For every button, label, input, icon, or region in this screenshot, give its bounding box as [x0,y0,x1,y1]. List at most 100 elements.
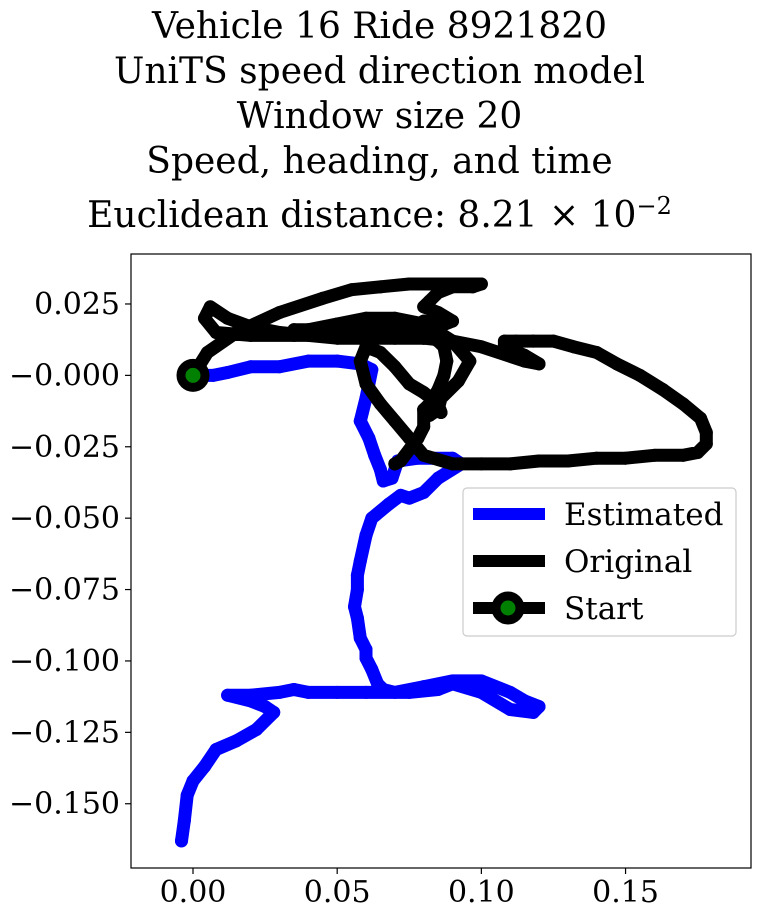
series-original-point [359,331,373,345]
series-estimated-point [353,414,367,428]
series-original-point [417,448,431,462]
plot-frame [130,253,752,869]
series-original-point [590,346,604,360]
series-original-point [431,383,445,397]
series-original-point [359,311,373,325]
series-original-point [273,306,287,320]
distance-exponent: −2 [636,192,672,220]
series-original-point [229,326,243,340]
series-original-point [633,368,647,382]
series-estimated-point [359,685,373,699]
legend-entry-estimated-label: Estimated [564,497,723,533]
series-original-point [345,283,359,297]
series-original-point [316,291,330,305]
series-estimated-point [417,680,431,694]
title-line-2: UniTS speed direction model [114,51,645,92]
series-original-point [411,431,425,445]
series-original-point [417,403,431,417]
series-original-point [694,411,708,425]
series-original-point [619,451,633,465]
series-estimated-point [209,742,223,756]
series-original-point [425,394,439,408]
series-original-point [451,374,465,388]
series-estimated-point [402,685,416,699]
series-original-point [316,323,330,337]
series-original-point [417,420,431,434]
legend-start-marker [491,591,525,625]
series-estimated-point [350,611,364,625]
series-estimated-point [365,663,379,677]
series-estimated-point [287,683,301,697]
series-original-point [466,280,480,294]
series-original-point [503,457,517,471]
series-original-point [699,425,713,439]
series-original-point [330,317,344,331]
series-estimated-point [518,694,532,708]
series-estimated-point [353,631,367,645]
series-original-point [590,451,604,465]
y-tick-label: −0.025 [9,430,120,465]
series-original-point [437,340,451,354]
series-original-point [532,357,546,371]
series-estimated-point [244,694,258,708]
y-tick-label: 0.025 [34,287,120,322]
series-original-point [546,334,560,348]
series-original-point [567,340,581,354]
series-estimated-point [244,360,258,374]
series-estimated-point [368,448,382,462]
series-estimated-point [174,834,188,848]
series-estimated-point [273,360,287,374]
series-estimated-point [180,788,194,802]
series-estimated-point [359,651,373,665]
y-tick-label: −0.125 [9,715,120,750]
series-original-point [388,457,402,471]
y-tick-label: −0.150 [9,787,120,822]
legend-box [462,487,737,637]
series-estimated-point [376,683,390,697]
series-original-point [446,457,460,471]
series-estimated-point [385,471,399,485]
series-original-point [388,331,402,345]
title-line-3: Window size 20 [236,96,523,137]
series-estimated-point [382,497,396,511]
legend-entry-start-label: Start [564,591,644,627]
series-estimated-point [347,600,361,614]
series-original-point [330,328,344,342]
series-estimated-point [474,674,488,688]
series-original-point [497,340,511,354]
series-original-point [373,346,387,360]
series-estimated-point [206,368,220,382]
series-estimated-point [365,511,379,525]
series-original-point [437,368,451,382]
series-original-point [509,334,523,348]
series-estimated-point [177,814,191,828]
series-original-point [402,277,416,291]
x-tick-label: 0.15 [592,875,659,910]
y-tick-label: −0.050 [9,501,120,536]
series-original-point [402,377,416,391]
series-original-point [209,326,223,340]
series-estimated-point [394,488,408,502]
series-original-point [200,346,214,360]
series-original-point [610,357,624,371]
series-estimated-point [417,485,431,499]
series-original-point [198,311,212,325]
series-original-point [656,383,670,397]
series-estimated-point [446,677,460,691]
y-tick-label: −0.100 [9,644,120,679]
legend-entry-original-label: Original [564,544,692,580]
legend: Estimated Original Start [462,487,737,637]
series-estimated-point [350,568,364,582]
series-original-point [359,377,373,391]
series-original-point [388,360,402,374]
series-estimated-point [330,685,344,699]
distance-base: 10 [590,195,637,236]
series-original-point [353,354,367,368]
series-original-point [373,328,387,342]
series-original-point [446,314,460,328]
series-estimated-point [301,354,315,368]
series-original-point [345,323,359,337]
series-original-point [526,334,540,348]
series-original-point [388,311,402,325]
series-estimated-point [353,554,367,568]
